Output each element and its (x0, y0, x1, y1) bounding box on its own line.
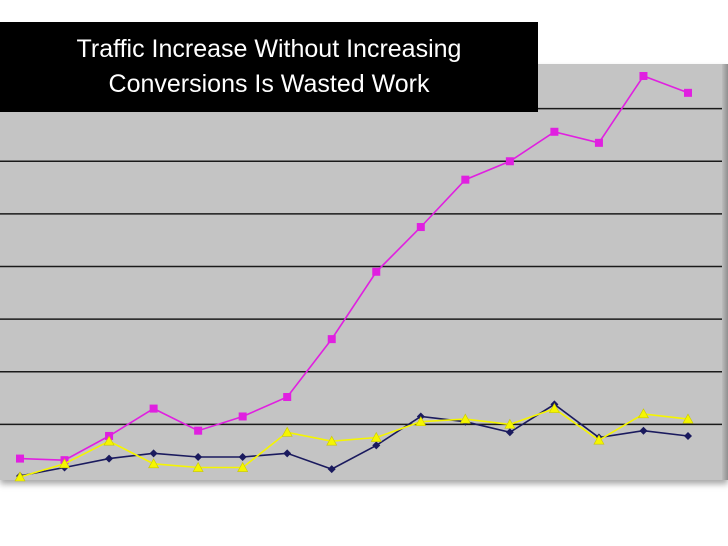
data-point-triangle (370, 431, 382, 442)
data-point-square (372, 267, 381, 276)
data-point-diamond (283, 449, 292, 458)
plot-area (0, 64, 728, 480)
data-point-diamond (105, 454, 114, 463)
data-point-square (16, 454, 24, 463)
data-point-square (461, 175, 470, 184)
data-point-square (639, 71, 648, 80)
data-point-square (505, 157, 514, 166)
data-point-diamond (639, 426, 648, 435)
data-point-triangle (14, 471, 26, 482)
data-point-triangle (593, 434, 605, 445)
data-point-triangle (504, 418, 516, 429)
data-point-square (194, 426, 203, 435)
data-point-square (594, 138, 603, 147)
data-point-square (550, 127, 559, 136)
series-line-3 (19, 407, 689, 478)
data-point-triangle (281, 426, 293, 437)
data-point-triangle (415, 416, 427, 427)
data-point-triangle (326, 435, 338, 446)
data-point-diamond (327, 465, 336, 474)
data-point-square (684, 88, 692, 97)
data-point-triangle (103, 435, 115, 446)
data-point-square (149, 404, 158, 413)
data-point-triangle (548, 402, 560, 413)
data-point-square (416, 223, 425, 232)
data-point-diamond (372, 441, 381, 450)
data-point-triangle (148, 458, 160, 469)
data-point-square (327, 335, 336, 344)
series-line-2 (19, 403, 689, 477)
data-point-triangle (459, 413, 471, 424)
data-point-square (283, 393, 292, 402)
data-point-triangle (237, 461, 249, 472)
data-point-square (238, 412, 247, 421)
chart-title: Traffic Increase Without Increasing Conv… (76, 35, 462, 98)
data-point-triangle (682, 413, 694, 424)
title-box: Traffic Increase Without Increasing Conv… (0, 22, 538, 112)
data-point-diamond (149, 449, 158, 458)
data-point-diamond (505, 428, 514, 437)
data-point-triangle (192, 461, 204, 472)
data-point-diamond (194, 453, 203, 462)
data-point-diamond (684, 431, 692, 440)
data-point-diamond (238, 453, 247, 462)
data-point-triangle (637, 408, 649, 419)
data-point-triangle (59, 458, 71, 469)
series-line-1 (19, 75, 689, 462)
